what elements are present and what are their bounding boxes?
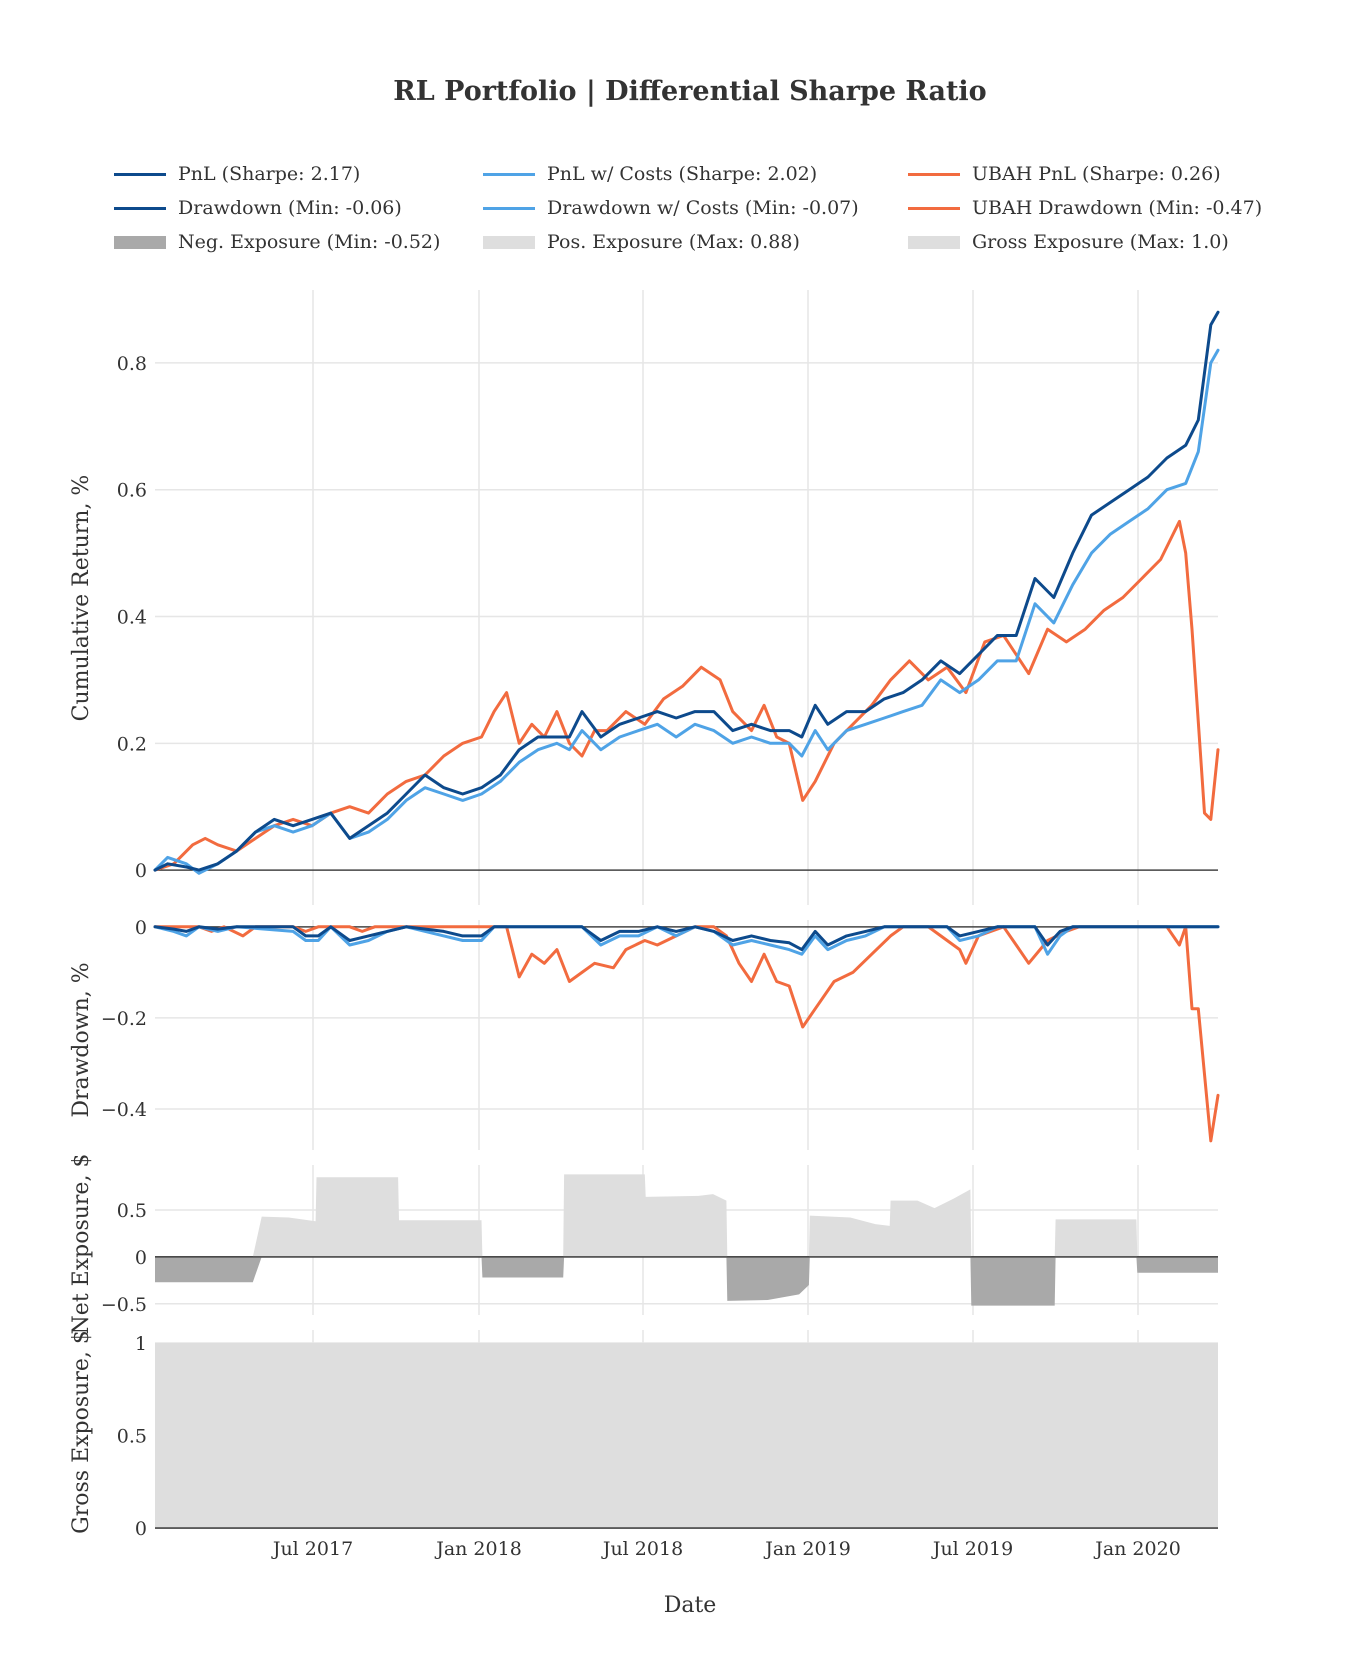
legend-line-swatch bbox=[483, 206, 535, 210]
series-neg-exposure bbox=[155, 1256, 1218, 1306]
y-axis-label: Net Exposure, $ bbox=[69, 1154, 94, 1335]
x-tick-label: Jul 2018 bbox=[601, 1538, 683, 1560]
legend-label: Drawdown w/ Costs (Min: -0.07) bbox=[547, 197, 859, 219]
y-tick-label: 1 bbox=[135, 1333, 147, 1355]
legend-item[interactable]: Gross Exposure (Max: 1.0) bbox=[908, 231, 1229, 253]
panel-2: 0 −0.2 −0.4 Drawdown, % bbox=[69, 917, 1220, 1150]
legend-line-swatch bbox=[483, 172, 535, 176]
y-tick-label: 0.8 bbox=[117, 353, 147, 375]
series-ubah-pnl bbox=[153, 519, 1220, 872]
y-axis-label: Cumulative Return, % bbox=[69, 475, 94, 722]
y-axis-label: Gross Exposure, $ bbox=[69, 1330, 94, 1534]
legend-label: Drawdown (Min: -0.06) bbox=[178, 197, 402, 219]
legend-item[interactable]: UBAH Drawdown (Min: -0.47) bbox=[908, 197, 1262, 219]
x-tick-label: Jan 2018 bbox=[434, 1538, 522, 1560]
legend-line-swatch bbox=[114, 172, 166, 176]
series-drawdown bbox=[153, 925, 1220, 952]
series-ubah-drawdown bbox=[153, 925, 1220, 1143]
legend-label: UBAH Drawdown (Min: -0.47) bbox=[972, 197, 1263, 219]
plot-area: 0 0.2 0.4 0.6 0.8 Cumulative Return, % 0 −0.2 −0… bbox=[69, 290, 1220, 1560]
panel-1: 0 0.2 0.4 0.6 0.8 Cumulative Return, % bbox=[69, 290, 1220, 905]
legend-label: Neg. Exposure (Min: -0.52) bbox=[178, 231, 441, 253]
y-tick-label: 0.5 bbox=[117, 1425, 147, 1447]
legend-line-swatch bbox=[908, 172, 960, 176]
x-axis-label: Date bbox=[664, 1593, 717, 1618]
chart-title: RL Portfolio | Differential Sharpe Ratio bbox=[393, 76, 986, 107]
x-tick-label: Jul 2019 bbox=[931, 1538, 1013, 1560]
y-axis-label: Drawdown, % bbox=[69, 962, 94, 1117]
legend-item[interactable]: PnL (Sharpe: 2.17) bbox=[114, 163, 360, 185]
legend-item[interactable]: UBAH PnL (Sharpe: 0.26) bbox=[908, 163, 1221, 185]
legend-item[interactable]: Neg. Exposure (Min: -0.52) bbox=[114, 231, 440, 253]
legend-label: PnL (Sharpe: 2.17) bbox=[178, 163, 361, 185]
y-tick-label: 0.5 bbox=[117, 1200, 147, 1222]
legend-fill-swatch bbox=[114, 235, 166, 249]
legend-fill-swatch bbox=[908, 235, 960, 249]
x-tick-label: Jul 2017 bbox=[271, 1538, 353, 1560]
y-tick-label: 0.6 bbox=[117, 480, 147, 502]
y-tick-label: 0 bbox=[135, 1518, 147, 1540]
panel-4: 0 0.5 1 Gross Exposure, $ bbox=[69, 1330, 1218, 1540]
y-tick-label: −0.2 bbox=[101, 1008, 147, 1030]
legend-label: UBAH PnL (Sharpe: 0.26) bbox=[972, 163, 1221, 185]
legend-line-swatch bbox=[908, 206, 960, 210]
y-tick-label: 0.4 bbox=[117, 607, 147, 629]
y-tick-label: −0.5 bbox=[101, 1294, 147, 1316]
legend-label: Gross Exposure (Max: 1.0) bbox=[972, 231, 1229, 253]
x-tick-label: Jan 2020 bbox=[1093, 1538, 1181, 1560]
series-pnl-w-costs bbox=[153, 348, 1220, 875]
legend-item[interactable]: PnL w/ Costs (Sharpe: 2.02) bbox=[483, 163, 817, 185]
series-gross-exposure bbox=[155, 1343, 1218, 1528]
y-tick-label: 0 bbox=[135, 860, 147, 882]
legend-label: PnL w/ Costs (Sharpe: 2.02) bbox=[547, 163, 818, 185]
legend-label: Pos. Exposure (Max: 0.88) bbox=[547, 231, 800, 253]
legend-line-swatch bbox=[114, 206, 166, 210]
series-pos-exposure bbox=[155, 1174, 1218, 1257]
series-pnl bbox=[153, 310, 1220, 872]
y-tick-label: 0.2 bbox=[117, 733, 147, 755]
y-tick-label: 0 bbox=[135, 1247, 147, 1269]
panel-3: 0.5 0 −0.5 Net Exposure, $ bbox=[69, 1154, 1218, 1335]
x-tick-label: Jan 2019 bbox=[763, 1538, 851, 1560]
legend-fill-swatch bbox=[483, 235, 535, 249]
legend-item[interactable]: Drawdown w/ Costs (Min: -0.07) bbox=[483, 197, 859, 219]
y-tick-label: −0.4 bbox=[101, 1099, 147, 1121]
y-tick-label: 0 bbox=[135, 917, 147, 939]
legend-item[interactable]: Drawdown (Min: -0.06) bbox=[114, 197, 402, 219]
legend-item[interactable]: Pos. Exposure (Max: 0.88) bbox=[483, 231, 800, 253]
